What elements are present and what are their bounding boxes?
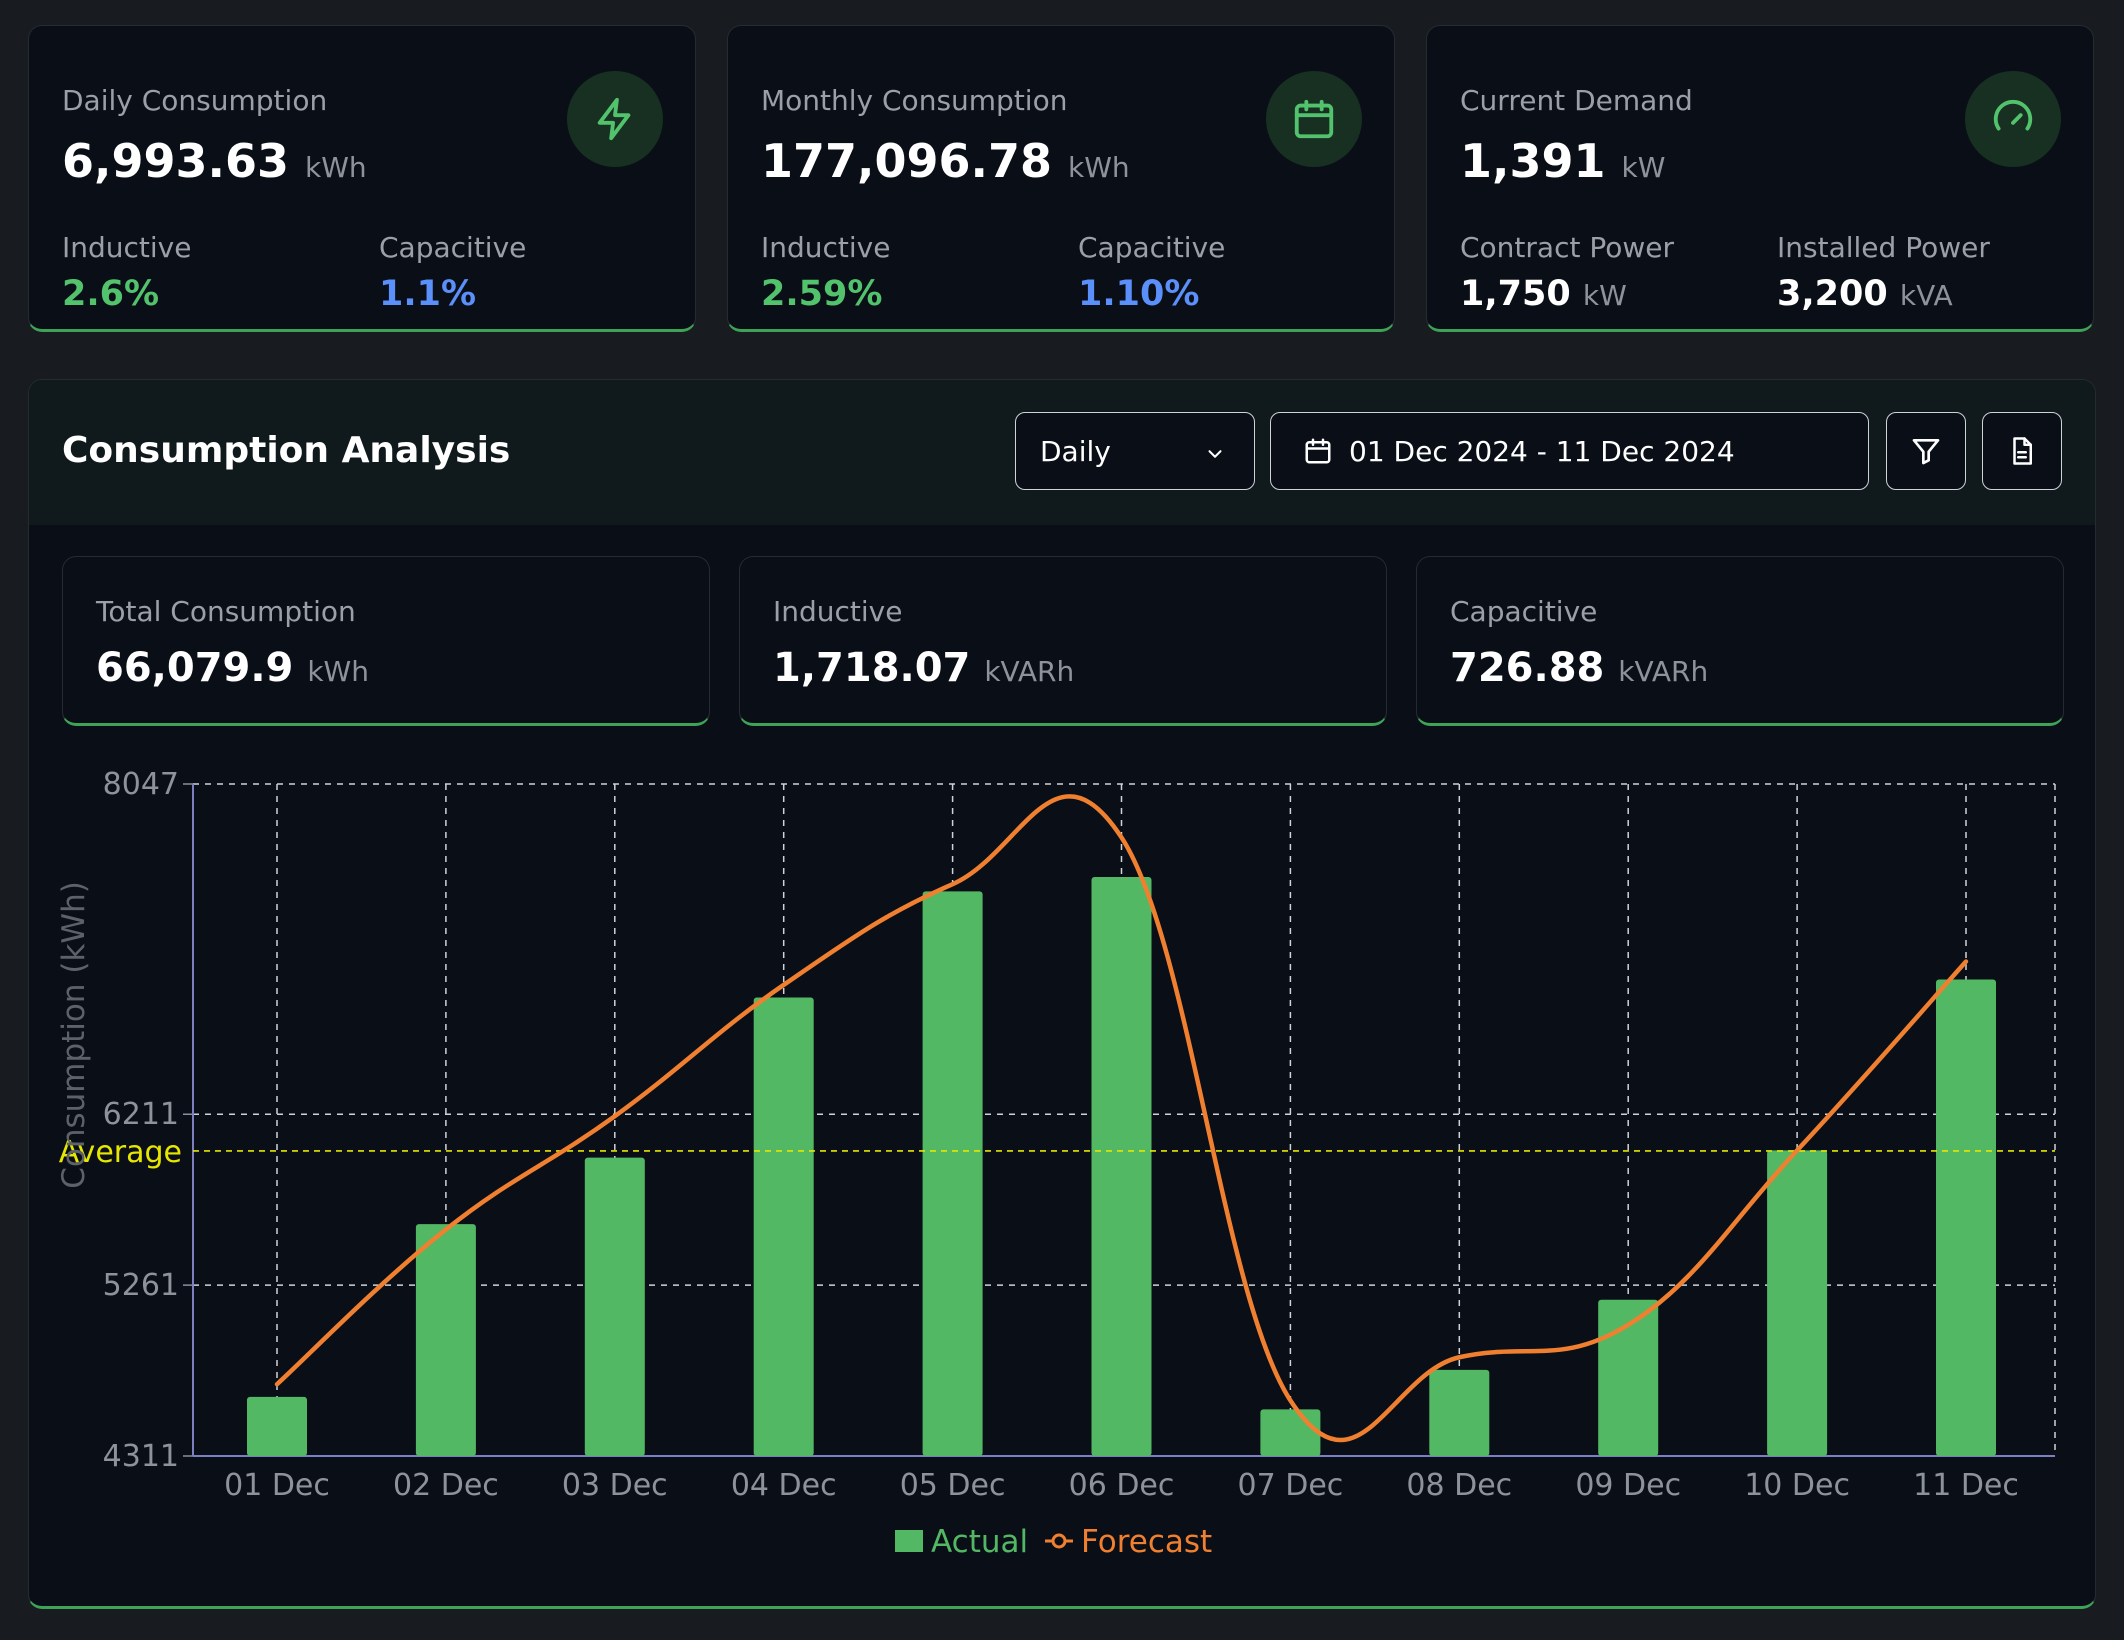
total-consumption-card: Total Consumption 66,079.9 kWh <box>62 556 710 726</box>
bar-actual <box>247 1396 307 1456</box>
bar-actual <box>1936 979 1996 1456</box>
x-tick-label: 10 Dec <box>1744 1468 1850 1503</box>
x-tick-label: 11 Dec <box>1913 1468 2019 1503</box>
x-tick-label: 05 Dec <box>900 1468 1006 1503</box>
capacitive-label: Capacitive <box>1078 231 1226 264</box>
legend-actual-label: Actual <box>931 1524 1028 1560</box>
panel-title: Consumption Analysis <box>62 430 511 471</box>
x-tick-label: 08 Dec <box>1406 1468 1512 1503</box>
bar-actual <box>1091 876 1152 1456</box>
y-tick-label: 8047 <box>103 767 179 802</box>
card-value: 177,096.78 kWh <box>761 134 1130 188</box>
inductive-value: 2.6% <box>62 274 160 314</box>
bar-actual <box>584 1157 645 1456</box>
document-icon <box>2007 436 2037 466</box>
bar-actual <box>415 1224 476 1456</box>
capacitive-value: 1.10% <box>1078 274 1200 314</box>
card-value: 1,391 kW <box>1460 134 1666 188</box>
bar-actual <box>1260 1409 1321 1456</box>
average-label: Average <box>59 1135 182 1170</box>
legend-forecast-marker <box>1051 1533 1067 1549</box>
calendar-icon <box>1303 436 1333 466</box>
y-axis-label: Consumption (kWh) <box>56 881 92 1189</box>
summary-label: Inductive <box>773 595 903 628</box>
x-tick-label: 01 Dec <box>224 1468 330 1503</box>
capacitive-label: Capacitive <box>379 231 527 264</box>
legend-actual-swatch <box>895 1530 923 1552</box>
filter-button[interactable] <box>1886 412 1966 490</box>
period-select[interactable]: Daily <box>1015 412 1255 490</box>
panel-header: Consumption Analysis Daily 01 Dec 2024 -… <box>29 380 2095 525</box>
bar-actual <box>1767 1150 1828 1456</box>
y-tick-label: 5261 <box>103 1268 179 1303</box>
bar-actual <box>1429 1369 1490 1456</box>
consumption-chart: 4311 5261 6211 8047 Average 01 Dec 02 Dec 03 De… <box>56 767 2056 1560</box>
installed-power-value: 3,200 kVA <box>1777 274 1953 314</box>
x-tick-label: 02 Dec <box>393 1468 499 1503</box>
card-label: Monthly Consumption <box>761 84 1068 117</box>
summary-value: 1,718.07 kVARh <box>773 645 1075 691</box>
date-range-picker[interactable]: 01 Dec 2024 - 11 Dec 2024 <box>1270 412 1869 490</box>
monthly-consumption-card: Monthly Consumption 177,096.78 kWh Induc… <box>727 25 1395 332</box>
capacitive-summary-card: Capacitive 726.88 kVARh <box>1416 556 2064 726</box>
summary-value: 726.88 kVARh <box>1450 645 1709 691</box>
gauge-icon <box>1965 71 2061 167</box>
current-demand-card: Current Demand 1,391 kW Contract Power 1… <box>1426 25 2094 332</box>
x-tick-label: 07 Dec <box>1238 1468 1344 1503</box>
date-range-value: 01 Dec 2024 - 11 Dec 2024 <box>1349 434 1735 468</box>
installed-power-label: Installed Power <box>1777 231 1990 264</box>
capacitive-value: 1.1% <box>379 274 477 314</box>
daily-consumption-card: Daily Consumption 6,993.63 kWh Inductive… <box>28 25 696 332</box>
chevron-down-icon <box>1204 439 1226 472</box>
x-tick-label: 06 Dec <box>1069 1468 1175 1503</box>
calendar-icon <box>1266 71 1362 167</box>
x-tick-label: 04 Dec <box>731 1468 837 1503</box>
summary-label: Capacitive <box>1450 595 1598 628</box>
forecast-line <box>274 794 1969 1443</box>
y-tick-label: 6211 <box>103 1097 179 1132</box>
inductive-value: 2.59% <box>761 274 883 314</box>
inductive-label: Inductive <box>62 231 192 264</box>
bar-actual <box>922 891 983 1456</box>
bar-actual <box>1598 1299 1659 1456</box>
lightning-icon <box>567 71 663 167</box>
contract-power-label: Contract Power <box>1460 231 1675 264</box>
legend-forecast-label: Forecast <box>1081 1524 1212 1560</box>
card-label: Current Demand <box>1460 84 1693 117</box>
filter-icon <box>1910 435 1942 467</box>
contract-power-value: 1,750 kW <box>1460 274 1627 314</box>
summary-label: Total Consumption <box>96 595 356 628</box>
card-value: 6,993.63 kWh <box>62 134 367 188</box>
consumption-analysis-panel: Consumption Analysis Daily 01 Dec 2024 -… <box>28 379 2096 1609</box>
bar-actual <box>753 997 814 1456</box>
x-tick-label: 09 Dec <box>1575 1468 1681 1503</box>
summary-value: 66,079.9 kWh <box>96 645 369 691</box>
y-tick-label: 4311 <box>103 1439 179 1474</box>
x-tick-label: 03 Dec <box>562 1468 668 1503</box>
period-select-value: Daily <box>1040 434 1111 468</box>
inductive-label: Inductive <box>761 231 891 264</box>
export-report-button[interactable] <box>1982 412 2062 490</box>
inductive-summary-card: Inductive 1,718.07 kVARh <box>739 556 1387 726</box>
card-label: Daily Consumption <box>62 84 328 117</box>
